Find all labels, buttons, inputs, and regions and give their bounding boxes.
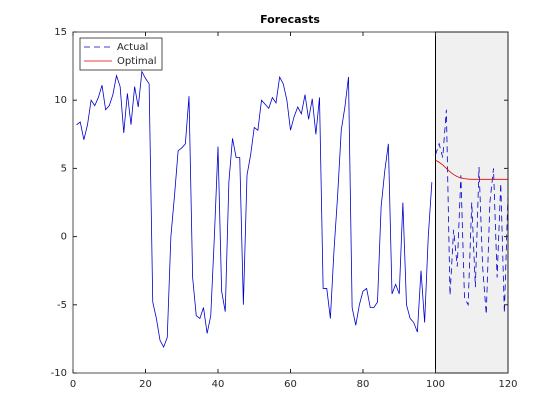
x-tick-label: 120 (498, 379, 517, 390)
x-tick-label: 0 (70, 379, 76, 390)
x-tick-label: 60 (284, 379, 297, 390)
legend-box (79, 37, 163, 71)
series-line (435, 109, 509, 315)
y-tick-label: 0 (61, 232, 67, 243)
series-line (76, 70, 433, 349)
x-tick-label: 20 (139, 379, 152, 390)
x-tick-label: 40 (212, 379, 225, 390)
legend-label: Optimal (117, 56, 157, 67)
y-tick-label: -10 (51, 368, 67, 379)
chart-title: Forecasts (260, 13, 320, 26)
series-line (435, 159, 508, 180)
x-tick-label: 100 (426, 379, 445, 390)
x-tick-label: 80 (357, 379, 370, 390)
legend-label: Actual (117, 42, 148, 53)
y-tick-label: 10 (54, 95, 67, 106)
y-tick-label: 5 (61, 163, 67, 174)
legend: Actual Optimal (79, 37, 163, 71)
y-tick-label: -5 (57, 300, 67, 311)
y-tick-label: 15 (54, 27, 67, 38)
